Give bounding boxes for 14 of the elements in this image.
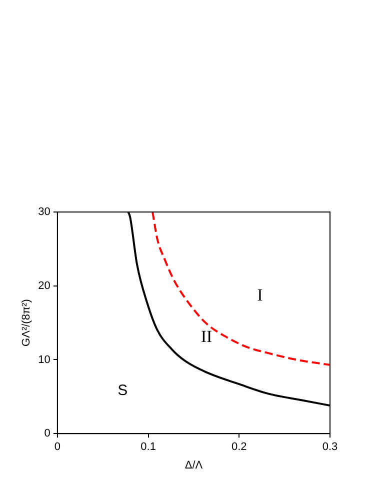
x-tick-label: 0.2 xyxy=(231,441,247,454)
y-tick-label: 0 xyxy=(44,428,50,440)
line-series xyxy=(152,212,330,366)
y-tick-label: 30 xyxy=(38,206,50,218)
y-tick-label: 20 xyxy=(38,280,50,292)
y-tick-label: 10 xyxy=(38,354,50,366)
x-axis-title: Δ/Λ xyxy=(184,459,204,472)
x-tick-label: 0.1 xyxy=(140,441,156,454)
x-tick-label: 0 xyxy=(54,441,60,454)
y-axis-title: GΛ²/(8π²) xyxy=(20,299,33,346)
annotation: S xyxy=(118,382,128,400)
annotation: II xyxy=(200,327,213,346)
annotation: I xyxy=(257,286,264,305)
x-tick-label: 0.3 xyxy=(322,441,338,454)
